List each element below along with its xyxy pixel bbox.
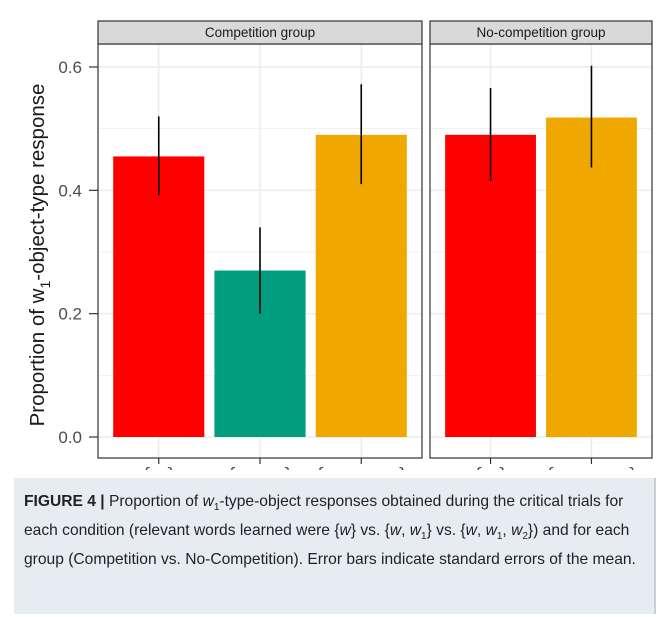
y-tick-label: 0.6 xyxy=(58,58,82,77)
panel-strip xyxy=(429,20,653,45)
x-tick-label: {w, w1} xyxy=(226,465,293,470)
x-tick-label: {w} xyxy=(473,465,509,470)
x-tick-label: {w} xyxy=(141,465,177,470)
y-tick-label: 0.4 xyxy=(58,181,82,200)
bar xyxy=(546,117,637,438)
y-tick-label: 0.2 xyxy=(58,305,82,324)
bar xyxy=(315,134,407,438)
panel-title: No-competition group xyxy=(476,25,605,40)
bar xyxy=(113,156,205,437)
panel-strip xyxy=(97,20,423,45)
figure-caption: FIGURE 4 | Proportion of w1-type-object … xyxy=(24,493,636,569)
y-axis-label: Proportion of w1-object-type response xyxy=(26,84,53,427)
bar-chart-figure: Proportion of w1-object-type response 0.… xyxy=(26,20,653,470)
caption-label: FIGURE 4 | xyxy=(24,493,105,510)
x-tick-label: {w, w1,w2} xyxy=(545,465,639,470)
bar xyxy=(445,134,536,438)
figure-caption-box: FIGURE 4 | Proportion of w1-type-object … xyxy=(14,478,656,614)
panel-title: Competition group xyxy=(205,25,315,40)
y-tick-label: 0.0 xyxy=(58,428,82,447)
x-tick-label: {w, w1,w2} xyxy=(314,465,408,470)
